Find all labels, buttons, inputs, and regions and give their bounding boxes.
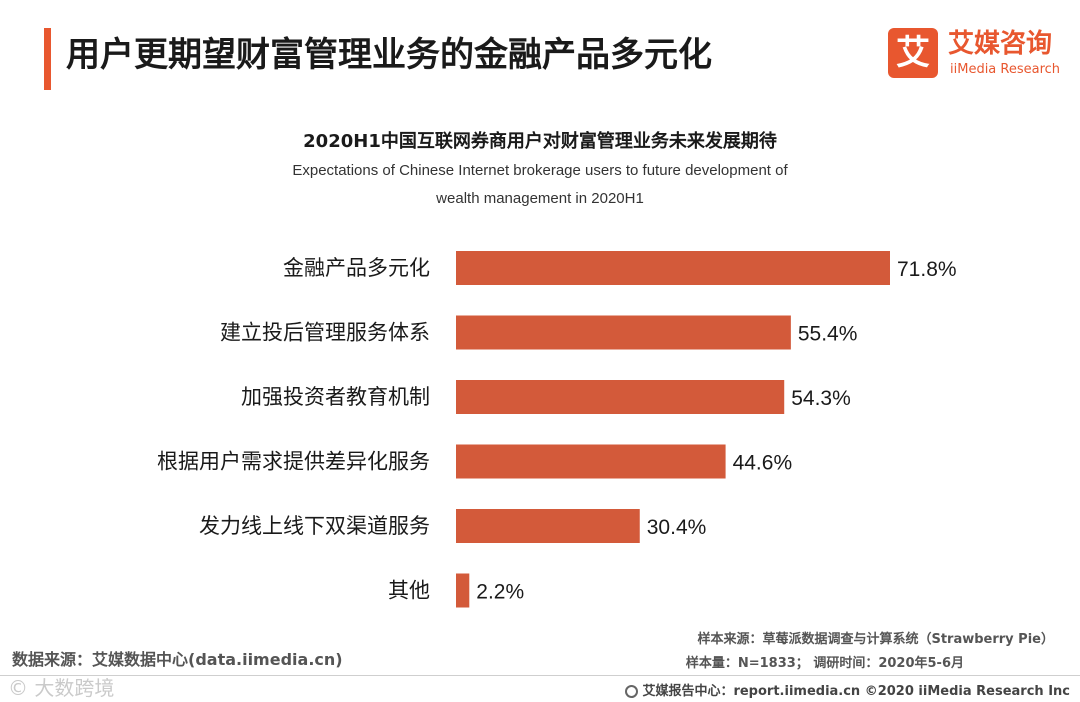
sample-info: 样本量：N=1833； 调研时间：2020年5-6月 bbox=[685, 656, 964, 671]
footer-report-text: 艾媒报告中心：report.iimedia.cn ©2020 iiMedia R… bbox=[642, 684, 1070, 699]
bar bbox=[456, 509, 640, 543]
footer-report-center: 艾媒报告中心：report.iimedia.cn ©2020 iiMedia R… bbox=[625, 680, 1070, 699]
value-label: 2.2% bbox=[476, 581, 524, 604]
logo-english-text: iiMedia Research bbox=[950, 62, 1061, 77]
data-source: 数据来源：艾媒数据中心(data.iimedia.cn) bbox=[12, 650, 343, 669]
bar bbox=[456, 444, 726, 479]
category-label: 发力线上线下双渠道服务 bbox=[199, 514, 430, 538]
value-label: 55.4% bbox=[798, 323, 858, 346]
chart-subtitle-line1: Expectations of Chinese Internet brokera… bbox=[292, 162, 788, 179]
bar bbox=[456, 251, 890, 285]
category-label: 金融产品多元化 bbox=[283, 256, 430, 280]
value-label: 54.3% bbox=[791, 387, 851, 410]
category-label: 根据用户需求提供差异化服务 bbox=[157, 450, 430, 474]
page-title: 用户更期望财富管理业务的金融产品多元化 bbox=[66, 35, 712, 75]
chart-title: 2020H1中国互联网券商用户对财富管理业务未来发展期待 bbox=[303, 131, 777, 152]
bar bbox=[456, 380, 785, 414]
value-label: 71.8% bbox=[897, 258, 957, 281]
category-label: 加强投资者教育机制 bbox=[241, 385, 430, 409]
value-label: 44.6% bbox=[733, 452, 793, 475]
globe-icon bbox=[625, 685, 639, 698]
sample-source: 样本来源：草莓派数据调查与计算系统（Strawberry Pie） bbox=[697, 632, 1054, 647]
footer-divider bbox=[0, 675, 1080, 676]
iimedia-logo: 艾 艾媒咨询 iiMedia Research bbox=[888, 28, 1063, 84]
watermark: © 大数跨境 bbox=[8, 676, 115, 700]
category-label: 其他 bbox=[388, 579, 430, 603]
bar bbox=[456, 573, 470, 608]
category-label: 建立投后管理服务体系 bbox=[220, 321, 430, 345]
logo-mark: 艾 bbox=[888, 28, 938, 78]
value-label: 30.4% bbox=[647, 516, 707, 539]
chart-subtitle-line2: wealth management in 2020H1 bbox=[436, 190, 644, 207]
title-accent-bar bbox=[44, 28, 51, 90]
bar bbox=[456, 315, 791, 350]
logo-chinese-text: 艾媒咨询 bbox=[948, 29, 1053, 59]
